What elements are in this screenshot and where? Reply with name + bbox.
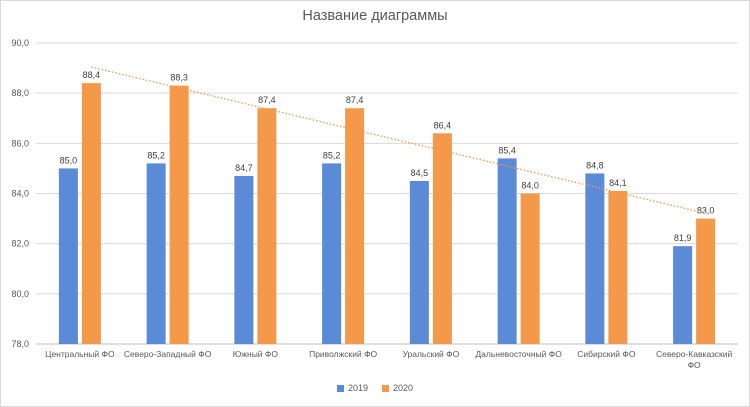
bar-2019 [409, 180, 429, 344]
bar-2019 [58, 168, 78, 344]
bar-2020 [608, 190, 628, 344]
legend-label-2020: 2020 [393, 383, 414, 393]
data-label: 84,0 [521, 181, 539, 191]
y-tick-label: 84,0 [11, 189, 29, 199]
data-label: 88,4 [83, 70, 101, 80]
legend-item-2019: 2019 [336, 383, 368, 393]
chart-title: Название диаграммы [302, 8, 448, 24]
bar-2020 [345, 108, 365, 344]
bar-2019 [497, 158, 517, 344]
legend-label-2019: 2019 [347, 383, 368, 393]
bar-2020 [520, 193, 540, 344]
y-tick-label: 78,0 [11, 339, 29, 349]
data-label: 84,7 [235, 163, 253, 173]
data-label: 84,8 [586, 160, 604, 170]
data-label: 85,4 [498, 145, 516, 155]
data-label: 88,3 [170, 73, 188, 83]
data-label: 86,4 [434, 120, 452, 130]
x-tick-label: Южный ФО [233, 349, 279, 359]
bar-2019 [322, 163, 342, 344]
legend-swatch-2020 [382, 384, 389, 392]
x-tick-label: Сибирский ФО [577, 349, 636, 359]
legend-swatch-2019 [336, 384, 344, 392]
bar-2019 [585, 173, 605, 344]
bar-2020 [696, 218, 716, 344]
bar-2019 [146, 163, 166, 344]
y-tick-label: 82,0 [11, 239, 29, 249]
x-tick-label: Уральский ФО [402, 349, 459, 359]
y-tick-label: 90,0 [11, 38, 29, 48]
data-label: 81,9 [674, 233, 692, 243]
bar-2020 [81, 83, 101, 344]
y-tick-label: 80,0 [11, 289, 29, 299]
bar-2020 [257, 108, 277, 344]
x-tick-label: Северо-Кавказский [656, 349, 733, 359]
data-label: 83,0 [697, 206, 715, 216]
bar-2019 [673, 246, 693, 344]
data-label: 85,2 [147, 150, 165, 160]
trendline [91, 66, 706, 214]
bar-2020 [432, 133, 452, 344]
legend-item-2020: 2020 [382, 383, 413, 393]
x-tick-label: Северо-Западный ФО [124, 349, 212, 359]
y-tick-label: 86,0 [11, 138, 29, 148]
data-label: 87,4 [258, 95, 276, 105]
x-tick-label: Дальневосточный ФО [475, 349, 562, 359]
chart-legend: 2019 2020 [0, 383, 750, 393]
data-label: 87,4 [346, 95, 364, 105]
bar-2019 [234, 175, 254, 344]
data-label: 85,2 [323, 150, 341, 160]
data-label: 85,0 [60, 155, 78, 165]
x-tick-label: ФО [688, 360, 701, 370]
data-label: 84,1 [609, 178, 627, 188]
x-tick-label: Приволжский ФО [309, 349, 377, 359]
data-label: 84,5 [411, 168, 429, 178]
bar-2020 [169, 85, 189, 345]
x-tick-label: Центральный ФО [45, 349, 115, 359]
y-tick-label: 88,0 [11, 88, 29, 98]
